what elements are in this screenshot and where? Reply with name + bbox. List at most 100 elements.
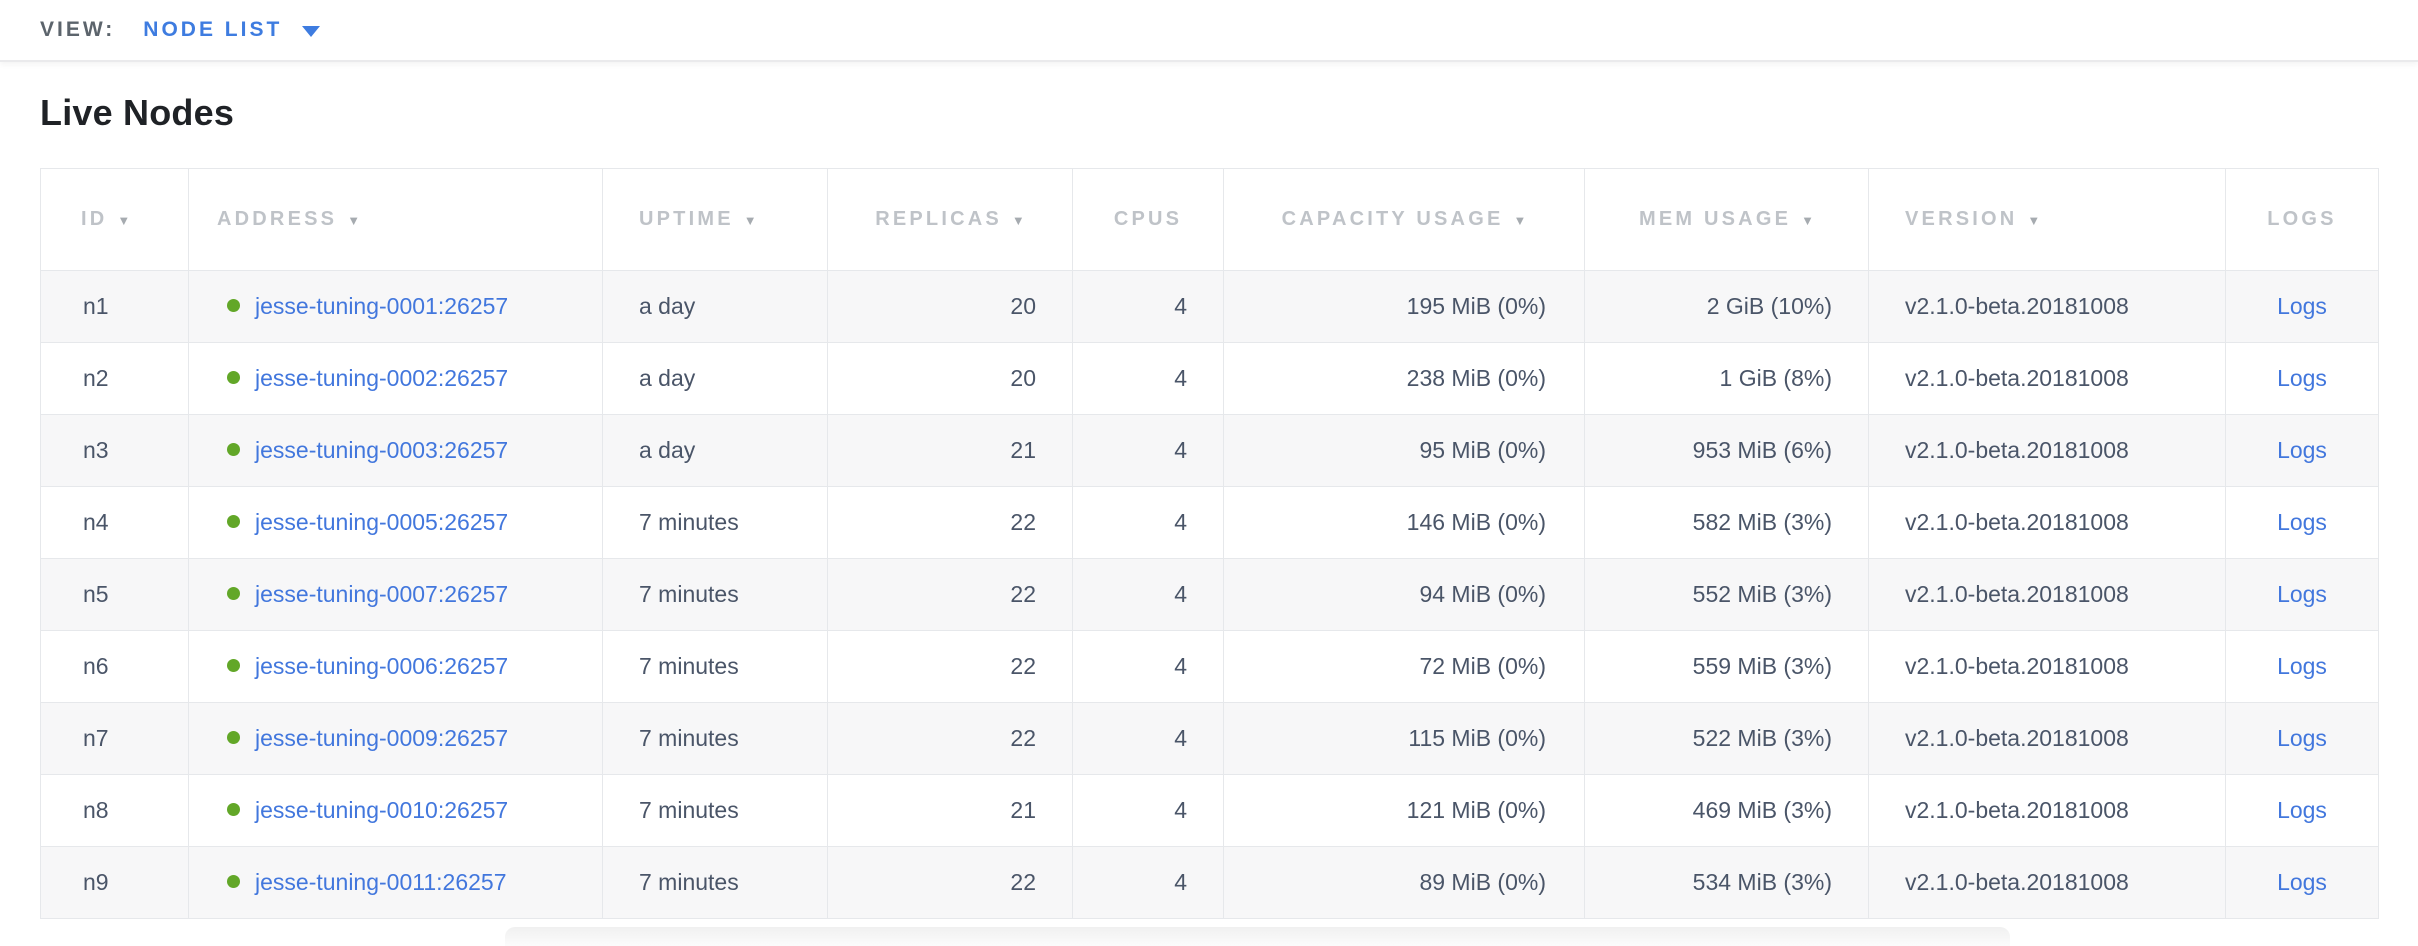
node-logs-link[interactable]: Logs xyxy=(2277,869,2327,895)
column-header-uptime[interactable]: UPTIME ▼ xyxy=(602,168,828,271)
node-logs-link[interactable]: Logs xyxy=(2277,725,2327,751)
node-cpus-cell: 4 xyxy=(1072,270,1224,343)
node-capacity-cell: 238 MiB (0%) xyxy=(1223,342,1585,415)
node-replicas-cell: 22 xyxy=(827,702,1073,775)
node-cpus-cell: 4 xyxy=(1072,846,1224,919)
node-row-n8: n8 jesse-tuning-0010:26257 7 minutes 21 4 121… xyxy=(40,774,2379,847)
node-logs-link[interactable]: Logs xyxy=(2277,437,2327,463)
node-mem-cell: 582 MiB (3%) xyxy=(1584,486,1869,559)
node-row-n7: n7 jesse-tuning-0009:26257 7 minutes 22 4 115… xyxy=(40,702,2379,775)
node-replicas-cell: 21 xyxy=(827,414,1073,487)
node-cpus-cell: 4 xyxy=(1072,342,1224,415)
column-header-address[interactable]: ADDRESS ▼ xyxy=(188,168,603,271)
node-capacity-cell: 121 MiB (0%) xyxy=(1223,774,1585,847)
node-mem-cell: 2 GiB (10%) xyxy=(1584,270,1869,343)
node-id-cell: n7 xyxy=(40,702,189,775)
node-cpus-cell: 4 xyxy=(1072,630,1224,703)
node-capacity-cell: 115 MiB (0%) xyxy=(1223,702,1585,775)
node-mem-cell: 953 MiB (6%) xyxy=(1584,414,1869,487)
node-id-cell: n1 xyxy=(40,270,189,343)
node-address-link[interactable]: jesse-tuning-0007:26257 xyxy=(255,581,509,607)
node-logs-link[interactable]: Logs xyxy=(2277,581,2327,607)
node-live-status-icon xyxy=(227,299,240,312)
node-address-cell: jesse-tuning-0011:26257 xyxy=(188,846,603,919)
column-header-mem[interactable]: MEM USAGE ▼ xyxy=(1584,168,1869,271)
node-version-cell: v2.1.0-beta.20181008 xyxy=(1868,630,2226,703)
node-version-cell: v2.1.0-beta.20181008 xyxy=(1868,558,2226,631)
node-mem-cell: 559 MiB (3%) xyxy=(1584,630,1869,703)
node-uptime-cell: a day xyxy=(602,342,828,415)
node-version-cell: v2.1.0-beta.20181008 xyxy=(1868,270,2226,343)
node-address-cell: jesse-tuning-0007:26257 xyxy=(188,558,603,631)
node-logs-cell: Logs xyxy=(2225,270,2379,343)
node-address-cell: jesse-tuning-0002:26257 xyxy=(188,342,603,415)
column-header-id[interactable]: ID ▼ xyxy=(40,168,189,271)
node-logs-link[interactable]: Logs xyxy=(2277,509,2327,535)
column-header-label: ADDRESS xyxy=(217,208,338,230)
node-live-status-icon xyxy=(227,875,240,888)
node-logs-link[interactable]: Logs xyxy=(2277,797,2327,823)
column-header-version[interactable]: VERSION ▼ xyxy=(1868,168,2226,271)
node-version-cell: v2.1.0-beta.20181008 xyxy=(1868,414,2226,487)
node-address-link[interactable]: jesse-tuning-0001:26257 xyxy=(255,293,509,319)
column-header-capacity[interactable]: CAPACITY USAGE ▼ xyxy=(1223,168,1585,271)
node-capacity-cell: 72 MiB (0%) xyxy=(1223,630,1585,703)
next-section-edge xyxy=(505,927,2010,946)
node-live-status-icon xyxy=(227,443,240,456)
sort-desc-icon: ▼ xyxy=(2027,213,2041,228)
sort-desc-icon: ▼ xyxy=(1513,213,1527,228)
node-uptime-cell: 7 minutes xyxy=(602,846,828,919)
node-mem-cell: 1 GiB (8%) xyxy=(1584,342,1869,415)
sort-desc-icon: ▼ xyxy=(1801,213,1814,228)
column-header-cpus: CPUS xyxy=(1072,168,1224,271)
node-address-link[interactable]: jesse-tuning-0009:26257 xyxy=(255,725,509,751)
column-header-label: CPUS xyxy=(1113,208,1183,230)
node-mem-cell: 534 MiB (3%) xyxy=(1584,846,1869,919)
node-logs-link[interactable]: Logs xyxy=(2277,365,2327,391)
node-live-status-icon xyxy=(227,515,240,528)
node-row-n6: n6 jesse-tuning-0006:26257 7 minutes 22 4 72 … xyxy=(40,630,2379,703)
node-capacity-cell: 94 MiB (0%) xyxy=(1223,558,1585,631)
sort-desc-icon: ▼ xyxy=(347,213,361,228)
node-address-link[interactable]: jesse-tuning-0010:26257 xyxy=(255,797,509,823)
node-id-cell: n3 xyxy=(40,414,189,487)
node-row-n3: n3 jesse-tuning-0003:26257 a day 21 4 95 MiB … xyxy=(40,414,2379,487)
node-row-n4: n4 jesse-tuning-0005:26257 7 minutes 22 4 146… xyxy=(40,486,2379,559)
node-logs-cell: Logs xyxy=(2225,414,2379,487)
node-uptime-cell: 7 minutes xyxy=(602,702,828,775)
column-header-logs: LOGS xyxy=(2225,168,2379,271)
view-bar: VIEW: NODE LIST xyxy=(0,0,2418,62)
node-uptime-cell: 7 minutes xyxy=(602,774,828,847)
node-address-link[interactable]: jesse-tuning-0002:26257 xyxy=(255,365,509,391)
node-live-status-icon xyxy=(227,803,240,816)
view-mode-dropdown[interactable]: NODE LIST xyxy=(143,18,321,42)
node-logs-link[interactable]: Logs xyxy=(2277,293,2327,319)
node-logs-cell: Logs xyxy=(2225,558,2379,631)
node-logs-link[interactable]: Logs xyxy=(2277,653,2327,679)
column-header-label: CAPACITY USAGE xyxy=(1281,208,1504,230)
node-id-cell: n8 xyxy=(40,774,189,847)
node-cpus-cell: 4 xyxy=(1072,774,1224,847)
column-header-label: VERSION xyxy=(1905,208,2018,230)
node-live-status-icon xyxy=(227,731,240,744)
node-address-cell: jesse-tuning-0010:26257 xyxy=(188,774,603,847)
node-replicas-cell: 21 xyxy=(827,774,1073,847)
column-header-label: UPTIME xyxy=(639,208,734,230)
node-mem-cell: 469 MiB (3%) xyxy=(1584,774,1869,847)
node-address-link[interactable]: jesse-tuning-0006:26257 xyxy=(255,653,509,679)
node-address-link[interactable]: jesse-tuning-0005:26257 xyxy=(255,509,509,535)
node-row-n9: n9 jesse-tuning-0011:26257 7 minutes 22 4 89 … xyxy=(40,846,2379,919)
node-address-link[interactable]: jesse-tuning-0003:26257 xyxy=(255,437,509,463)
live-nodes-table-container: ID ▼ ADDRESS ▼ UPTIME ▼ REPLICAS ▼ CPUS CAPACITY … xyxy=(40,168,2379,919)
node-address-link[interactable]: jesse-tuning-0011:26257 xyxy=(255,869,507,895)
node-logs-cell: Logs xyxy=(2225,486,2379,559)
column-header-replicas[interactable]: REPLICAS ▼ xyxy=(827,168,1073,271)
node-id-cell: n4 xyxy=(40,486,189,559)
node-capacity-cell: 146 MiB (0%) xyxy=(1223,486,1585,559)
node-live-status-icon xyxy=(227,371,240,384)
node-uptime-cell: 7 minutes xyxy=(602,630,828,703)
node-uptime-cell: a day xyxy=(602,414,828,487)
view-mode-selected-value: NODE LIST xyxy=(143,18,283,41)
node-replicas-cell: 22 xyxy=(827,846,1073,919)
table-body: n1 jesse-tuning-0001:26257 a day 20 4 195 MiB… xyxy=(40,270,2379,919)
